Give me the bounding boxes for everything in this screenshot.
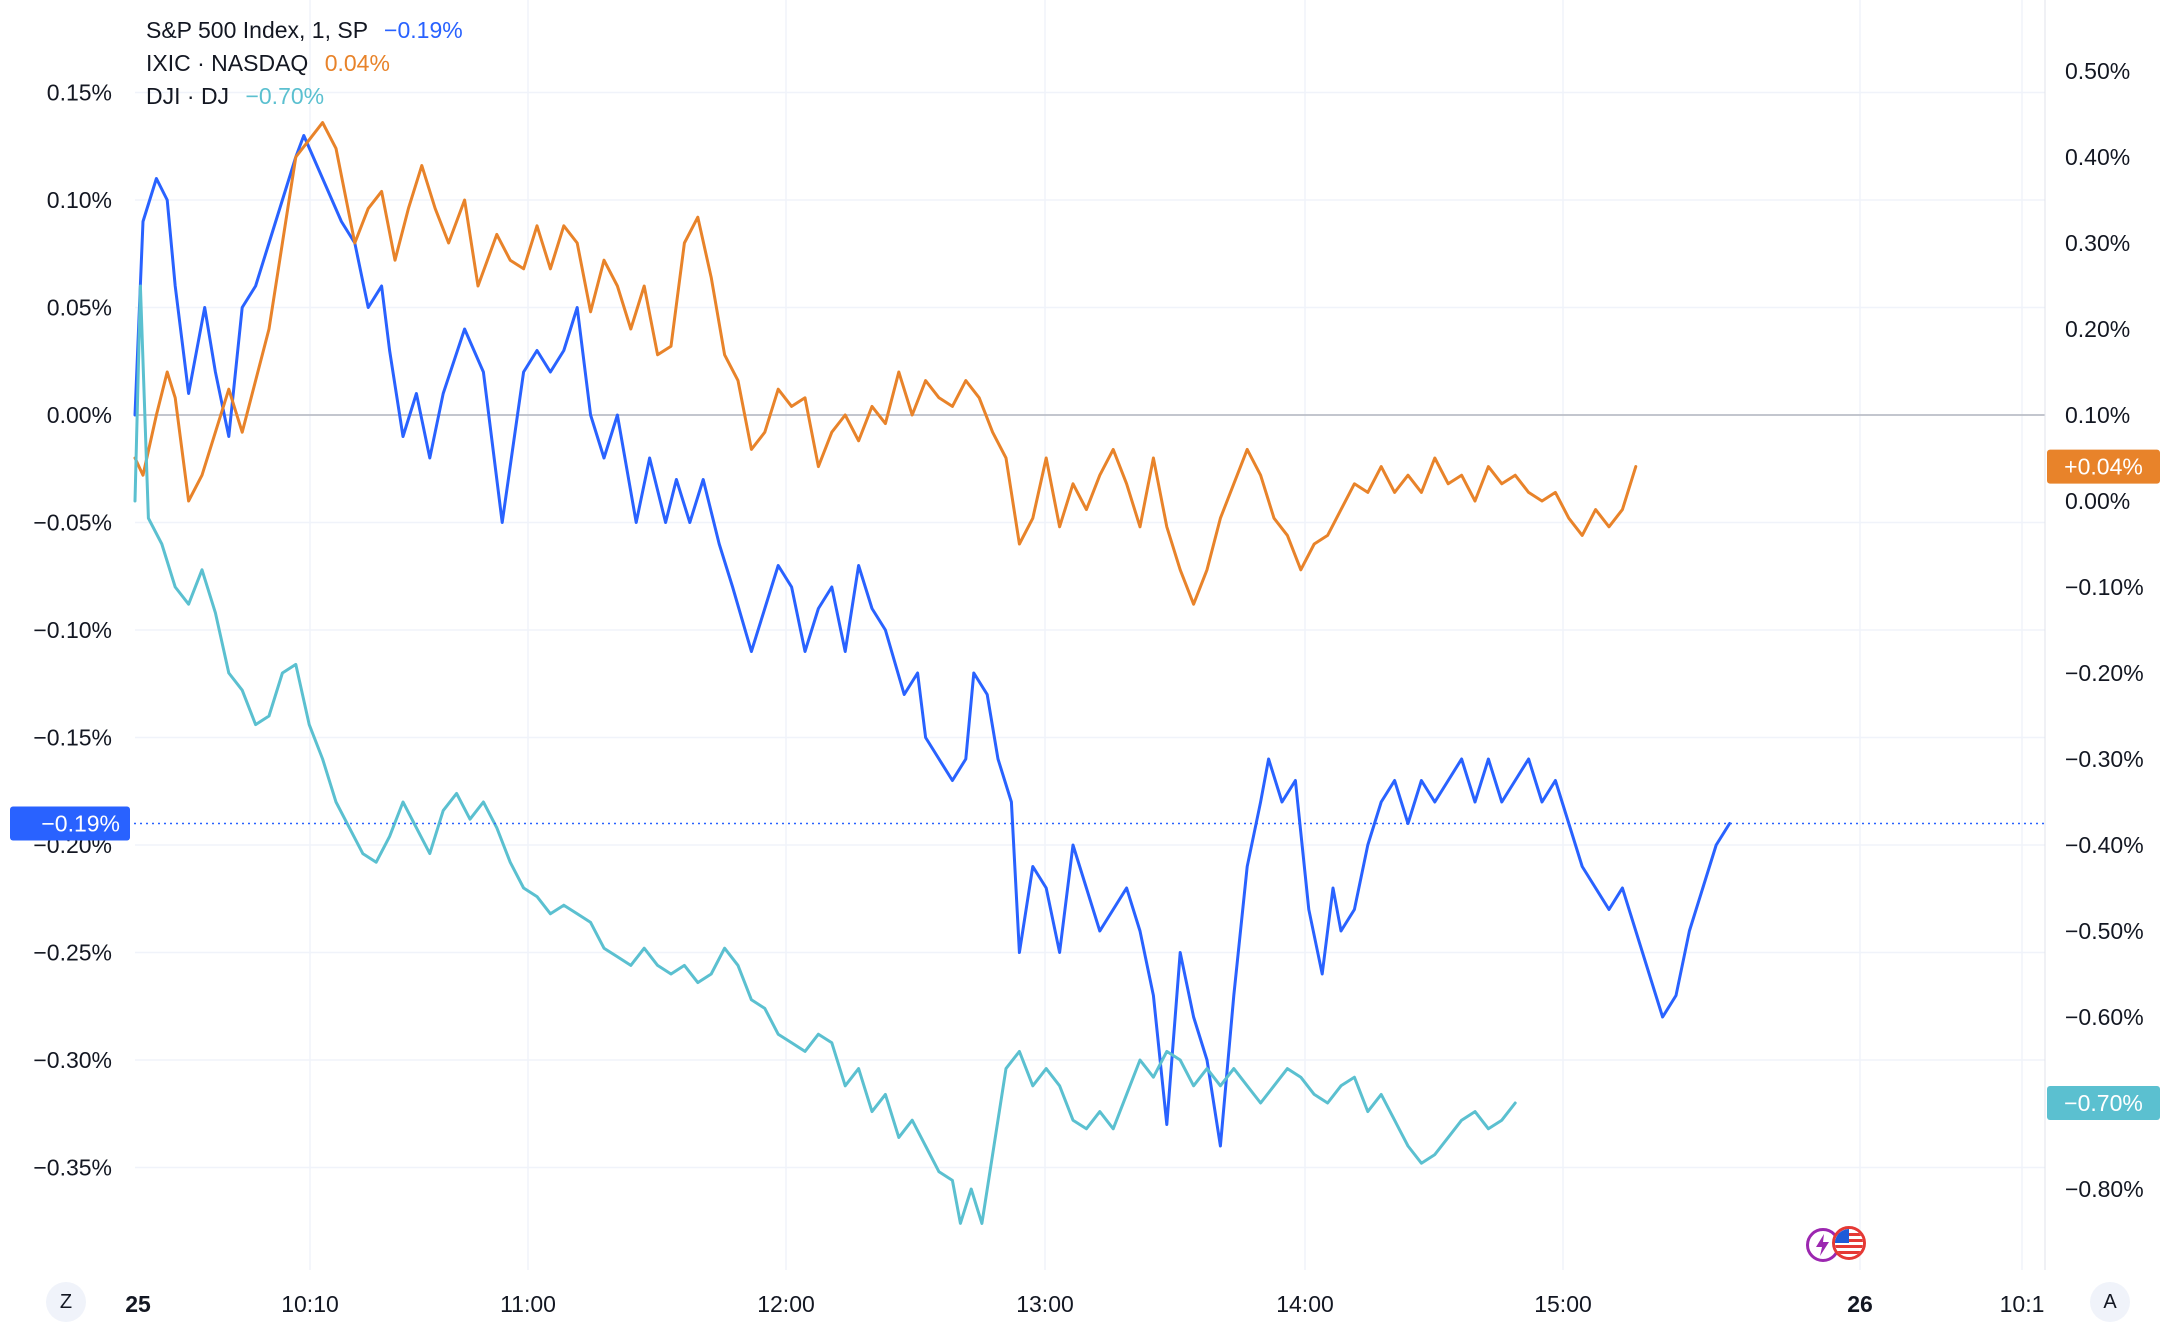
legend-name-spx: S&P 500 Index, 1, SP (146, 17, 368, 43)
spx-line[interactable] (133, 134, 1732, 1148)
right-tick-label: −0.50% (2065, 918, 2144, 944)
left-tick-label: 0.15% (47, 80, 112, 106)
us-flag-glyph (1835, 1229, 1863, 1257)
left-tick-label: 0.00% (47, 402, 112, 428)
dji-price-tag-label: −0.70% (2064, 1090, 2143, 1116)
right-tick-label: −0.10% (2065, 574, 2144, 600)
right-tick-label: −0.30% (2065, 746, 2144, 772)
right-tick-label: 0.20% (2065, 316, 2130, 342)
left-tick-label: −0.10% (33, 617, 112, 643)
legend-name-ixic: IXIC · NASDAQ (146, 50, 309, 76)
time-tick-label: 14:00 (1276, 1291, 1334, 1317)
grid (135, 0, 2045, 1270)
left-price-axis[interactable]: 0.15% 0.10% 0.05% 0.00% −0.05% −0.10% −0.15% −0… (33, 80, 112, 1181)
time-axis[interactable]: 25 10:10 11:00 12:00 13:00 14:00 15:00 26 10:1 (125, 1291, 2044, 1317)
right-tick-label: 0.30% (2065, 230, 2130, 256)
left-tick-label: −0.25% (33, 940, 112, 966)
right-tick-label: 0.40% (2065, 144, 2130, 170)
right-tick-label: −0.20% (2065, 660, 2144, 686)
ixic-line[interactable] (133, 121, 1638, 606)
price-tags: −0.19% +0.04% −0.70% (10, 449, 2160, 1120)
auto-scale-button[interactable]: A (2090, 1282, 2130, 1322)
right-tick-label: −0.80% (2065, 1176, 2144, 1202)
ixic-price-tag-box (2047, 449, 2160, 484)
right-tick-label: 0.00% (2065, 488, 2130, 514)
time-tick-label: 13:00 (1016, 1291, 1074, 1317)
left-tick-label: −0.35% (33, 1155, 112, 1181)
series-layer[interactable] (133, 121, 1732, 1225)
legend-value-ixic: 0.04% (324, 50, 390, 76)
chart-legend: S&P 500 Index, 1, SP −0.19% IXIC · NASDA… (146, 14, 463, 113)
lightning-glyph (1816, 1234, 1829, 1256)
time-tick-label: 26 (1847, 1291, 1873, 1317)
spx-price-tag-box (10, 806, 130, 841)
legend-item-ixic[interactable]: IXIC · NASDAQ 0.04% (146, 47, 463, 80)
time-tick-label: 11:00 (500, 1291, 556, 1317)
ixic-price-tag-label: +0.04% (2064, 454, 2143, 480)
dji-price-tag-box (2047, 1086, 2160, 1120)
left-tick-label: −0.05% (33, 510, 112, 536)
time-tick-label: 25 (125, 1291, 151, 1317)
legend-item-spx[interactable]: S&P 500 Index, 1, SP −0.19% (146, 14, 463, 47)
legend-value-spx: −0.19% (384, 17, 463, 43)
right-price-axis[interactable]: 0.50% 0.40% 0.30% 0.20% 0.10% 0.00% −0.10% −0.2… (2065, 58, 2144, 1202)
dji-line[interactable] (133, 284, 1517, 1225)
spx-price-tag-label: −0.19% (41, 811, 120, 837)
right-tick-label: 0.10% (2065, 402, 2130, 428)
us-flag-event-icon[interactable] (1832, 1226, 1866, 1260)
left-tick-label: 0.10% (47, 187, 112, 213)
left-tick-label: −0.15% (33, 725, 112, 751)
legend-value-dji: −0.70% (245, 83, 325, 109)
right-tick-label: 0.50% (2065, 58, 2130, 84)
right-tick-label: −0.40% (2065, 832, 2144, 858)
left-tick-label: −0.30% (33, 1047, 112, 1073)
time-tick-label: 12:00 (757, 1291, 815, 1317)
time-tick-label: 10:10 (281, 1291, 339, 1317)
right-tick-label: −0.60% (2065, 1004, 2144, 1030)
time-tick-label: 10:1 (2000, 1291, 2045, 1317)
legend-item-dji[interactable]: DJI · DJ −0.70% (146, 80, 463, 113)
left-tick-label: 0.05% (47, 295, 112, 321)
time-tick-label: 15:00 (1534, 1291, 1592, 1317)
legend-name-dji: DJI · DJ (146, 83, 230, 109)
timezone-toggle-button[interactable]: Z (46, 1282, 86, 1322)
